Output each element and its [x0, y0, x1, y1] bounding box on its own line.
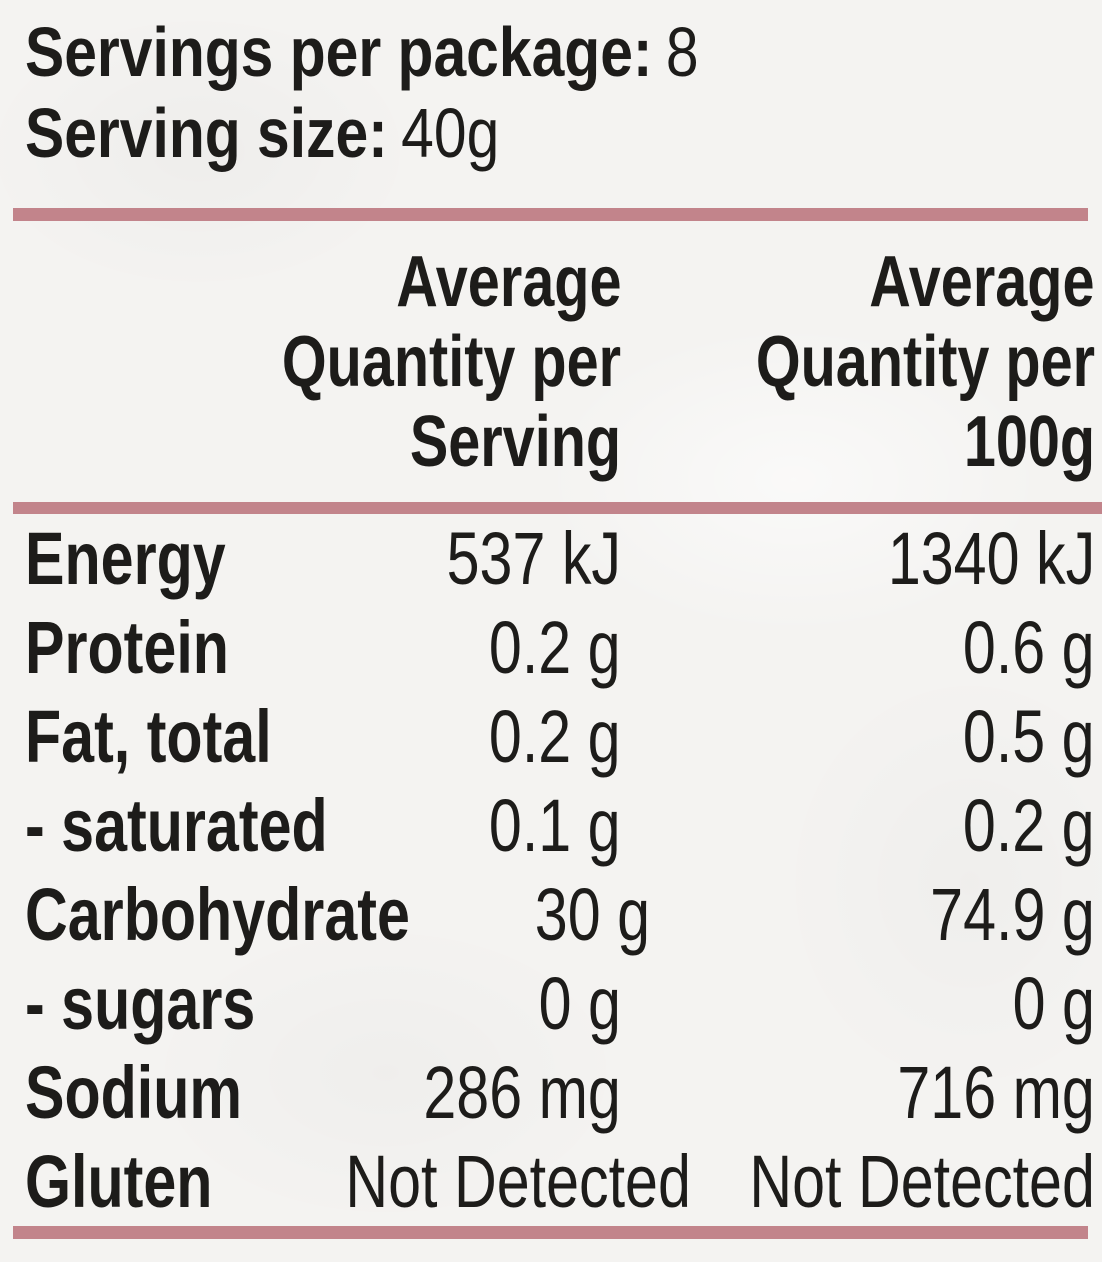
header-line: Quantity per — [281, 321, 621, 402]
servings-per-package-value: 8 — [665, 13, 699, 91]
per-100g-column: Average Quantity per 100g 1340 kJ 0.6 g 0.… — [663, 221, 1102, 1226]
per-serving-column: Average Quantity per Serving Energy 537 k… — [13, 221, 691, 1226]
nutrient-row-100g: 0.5 g — [663, 692, 1102, 781]
serving-size-line: Serving size: 40g — [25, 93, 827, 174]
nutrient-row: - sugars 0 g — [13, 959, 663, 1048]
per-serving-value: 0.1 g — [489, 784, 621, 867]
nutrient-row-100g: Not Detected — [663, 1137, 1102, 1226]
serving-size-label: Serving size: — [25, 94, 388, 172]
per-serving-value: 0 g — [538, 962, 621, 1045]
per-serving-value: 30 g — [534, 873, 651, 956]
header-line: Quantity per — [755, 321, 1095, 402]
per-serving-value: 0.2 g — [489, 606, 621, 689]
nutrient-row-100g: 1340 kJ — [663, 514, 1102, 603]
per-serving-rows: Energy 537 kJ Protein 0.2 g Fat, total 0.2 g-… — [13, 514, 691, 1226]
nutrient-name: Fat, total — [25, 695, 272, 778]
nutrient-row: Carbohydrate 30 g — [13, 870, 663, 959]
nutrient-row-100g: 0.6 g — [663, 603, 1102, 692]
per-100g-value: 0.2 g — [963, 784, 1095, 867]
per-serving-value: 537 kJ — [446, 517, 621, 600]
nutrient-row: - saturated 0.1 g — [13, 781, 663, 870]
nutrient-name: - sugars — [25, 962, 256, 1045]
per-100g-value: 716 mg — [897, 1051, 1095, 1134]
nutrient-name: - saturated — [25, 784, 328, 867]
per-serving-value: Not Detected — [345, 1140, 692, 1223]
serving-size-value: 40g — [401, 94, 500, 172]
servings-per-package-label: Servings per package: — [25, 13, 653, 91]
nutrient-row: Energy 537 kJ — [13, 514, 663, 603]
per-serving-value: 286 mg — [423, 1051, 621, 1134]
header-line: Serving — [409, 401, 621, 482]
nutrient-row: Sodium 286 mg — [13, 1048, 663, 1137]
nutrient-name: Gluten — [25, 1140, 213, 1223]
nutrient-row-100g: 0.2 g — [663, 781, 1102, 870]
header-line: Average — [395, 241, 621, 322]
nutrient-row-100g: 716 mg — [663, 1048, 1102, 1137]
per-100g-value: 74.9 g — [930, 873, 1095, 956]
nutrient-name: Carbohydrate — [25, 873, 410, 956]
per-100g-value: 0 g — [1012, 962, 1095, 1045]
nutrient-name: Energy — [25, 517, 226, 600]
nutrient-row-100g: 74.9 g — [663, 870, 1102, 959]
serving-info: Servings per package: 8 Serving size: 40g — [25, 12, 827, 174]
header-line: 100g — [963, 401, 1095, 482]
nutrient-row: Fat, total 0.2 g — [13, 692, 663, 781]
per-100g-header: Average Quantity per 100g — [663, 221, 1102, 514]
nutrient-name: Protein — [25, 606, 229, 689]
nutrient-row-100g: 0 g — [663, 959, 1102, 1048]
nutrient-name: Sodium — [25, 1051, 243, 1134]
per-100g-value: Not Detected — [749, 1140, 1095, 1223]
per-serving-header: Average Quantity per Serving — [13, 221, 663, 514]
header-line: Average — [869, 241, 1095, 322]
servings-per-package-line: Servings per package: 8 — [25, 12, 827, 93]
nutrition-table: Average Quantity per Serving Energy 537 k… — [13, 208, 1102, 1239]
per-100g-value: 0.5 g — [963, 695, 1095, 778]
per-serving-value: 0.2 g — [489, 695, 621, 778]
per-100g-value: 0.6 g — [963, 606, 1095, 689]
nutrient-row: Gluten Not Detected — [13, 1137, 691, 1226]
per-100g-value: 1340 kJ — [887, 517, 1095, 600]
nutrient-row: Protein 0.2 g — [13, 603, 663, 692]
